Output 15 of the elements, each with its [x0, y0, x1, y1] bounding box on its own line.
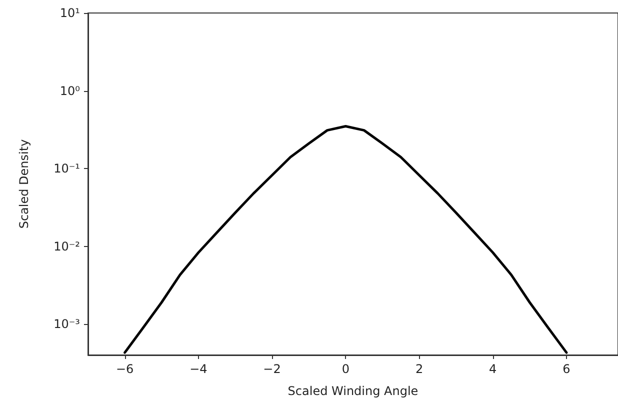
- x-tick-label: 2: [415, 362, 424, 376]
- x-tick-label: 4: [489, 362, 497, 376]
- x-axis-title: Scaled Winding Angle: [288, 384, 418, 398]
- line-series: [124, 124, 568, 354]
- x-tick-label: −2: [263, 362, 281, 376]
- y-tick-label: 10⁻³: [54, 317, 80, 332]
- x-tick-label: 0: [342, 362, 350, 376]
- y-tick-label: 10⁻¹: [54, 162, 80, 176]
- y-axis-title: Scaled Density: [17, 139, 31, 229]
- x-tick-label: −4: [190, 362, 208, 376]
- y-tick-label: 10¹: [60, 6, 80, 20]
- x-tick-label: 6: [562, 362, 570, 376]
- x-tick-label: −6: [116, 362, 134, 376]
- y-tick-label: 10⁻²: [54, 239, 80, 254]
- y-tick-label: 10⁰: [60, 84, 80, 98]
